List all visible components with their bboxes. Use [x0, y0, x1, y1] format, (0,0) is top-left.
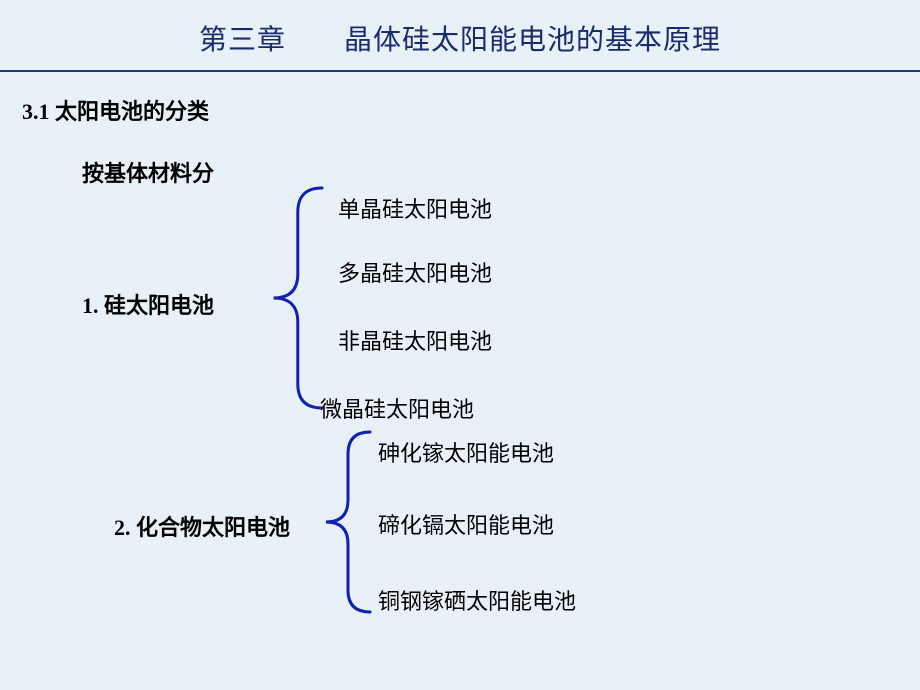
classification-criterion: 按基体材料分 [82, 156, 214, 188]
brace-icon-2 [330, 432, 370, 612]
category-1-item-4: 微晶硅太阳电池 [320, 392, 474, 424]
section-heading: 3.1 太阳电池的分类 [22, 94, 209, 126]
category-1-item-2: 多晶硅太阳电池 [338, 256, 492, 288]
category-2-item-2: 碲化镉太阳能电池 [378, 508, 554, 540]
brace-icon-1 [278, 188, 322, 408]
category-1-label: 1. 硅太阳电池 [82, 288, 214, 320]
category-1-item-3: 非晶硅太阳电池 [338, 324, 492, 356]
chapter-title: 第三章 晶体硅太阳能电池的基本原理 [199, 25, 721, 56]
category-2-item-1: 砷化镓太阳能电池 [378, 436, 554, 468]
category-2-label: 2. 化合物太阳电池 [114, 510, 290, 542]
category-2-item-3: 铜钢镓硒太阳能电池 [378, 584, 576, 616]
title-bar: 第三章 晶体硅太阳能电池的基本原理 [0, 0, 920, 72]
category-1-item-1: 单晶硅太阳电池 [338, 192, 492, 224]
